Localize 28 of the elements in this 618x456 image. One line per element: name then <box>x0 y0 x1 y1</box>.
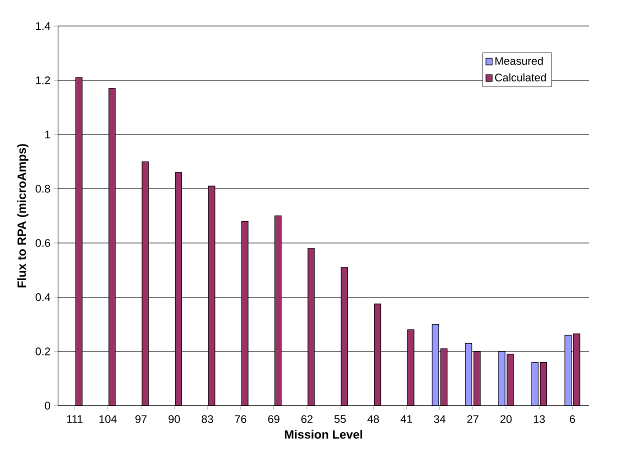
x-axis-title: Mission Level <box>284 430 362 439</box>
x-tick-label: 83 <box>202 415 214 424</box>
y-tick-label: 0.8 <box>36 184 50 193</box>
x-tick-label: 104 <box>100 415 117 424</box>
y-tick-label: 1 <box>45 130 50 138</box>
y-tick-label: 1.4 <box>36 22 50 30</box>
x-tick-label: 34 <box>434 415 446 424</box>
y-axis-title: Flux to RPA (microAmps) <box>17 144 28 288</box>
y-tick-label: 0.4 <box>36 293 50 302</box>
x-tick-label: 111 <box>67 415 83 423</box>
x-tick-label: 69 <box>268 415 280 424</box>
y-tick-label: 0.6 <box>36 239 50 247</box>
x-tick-label: 76 <box>235 415 246 424</box>
x-tick-label: 62 <box>301 415 313 424</box>
x-tick-label: 27 <box>467 415 478 424</box>
legend-label: Measured <box>495 56 543 66</box>
y-tick-label: 1.2 <box>36 76 50 84</box>
x-tick-label: 48 <box>367 415 379 424</box>
x-tick-label: 41 <box>400 415 412 423</box>
x-tick-label: 97 <box>135 415 147 424</box>
x-tick-label: 6 <box>570 415 575 424</box>
x-tick-label: 90 <box>168 415 180 424</box>
y-tick-label: 0.2 <box>36 348 50 356</box>
y-tick-label: 0 <box>44 402 50 410</box>
x-tick-label: 13 <box>534 415 545 424</box>
legend-label: Calculated <box>495 73 546 82</box>
x-tick-label: 55 <box>334 415 346 424</box>
x-tick-label: 20 <box>500 415 512 424</box>
